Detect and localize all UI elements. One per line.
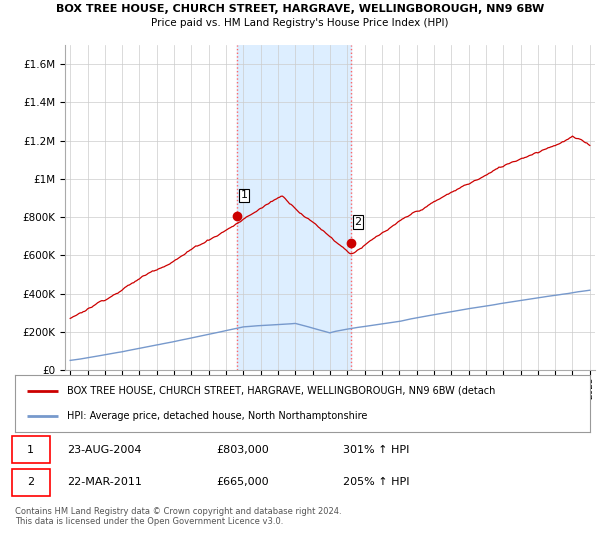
Text: 2: 2 — [27, 477, 34, 487]
Text: BOX TREE HOUSE, CHURCH STREET, HARGRAVE, WELLINGBOROUGH, NN9 6BW: BOX TREE HOUSE, CHURCH STREET, HARGRAVE,… — [56, 4, 544, 15]
Text: Contains HM Land Registry data © Crown copyright and database right 2024.
This d: Contains HM Land Registry data © Crown c… — [15, 507, 341, 526]
Text: 23-AUG-2004: 23-AUG-2004 — [67, 445, 141, 455]
Text: 301% ↑ HPI: 301% ↑ HPI — [343, 445, 409, 455]
FancyBboxPatch shape — [12, 469, 49, 496]
Text: 205% ↑ HPI: 205% ↑ HPI — [343, 477, 409, 487]
Text: 1: 1 — [27, 445, 34, 455]
Text: 1: 1 — [241, 190, 248, 200]
Bar — [238, 45, 351, 370]
Text: BOX TREE HOUSE, CHURCH STREET, HARGRAVE, WELLINGBOROUGH, NN9 6BW (detach: BOX TREE HOUSE, CHURCH STREET, HARGRAVE,… — [67, 386, 495, 396]
Text: £665,000: £665,000 — [216, 477, 269, 487]
Text: 22-MAR-2011: 22-MAR-2011 — [67, 477, 142, 487]
FancyBboxPatch shape — [12, 436, 49, 463]
Text: 2: 2 — [355, 217, 362, 227]
Text: Price paid vs. HM Land Registry's House Price Index (HPI): Price paid vs. HM Land Registry's House … — [151, 18, 449, 28]
Text: HPI: Average price, detached house, North Northamptonshire: HPI: Average price, detached house, Nort… — [67, 411, 367, 421]
Text: £803,000: £803,000 — [216, 445, 269, 455]
